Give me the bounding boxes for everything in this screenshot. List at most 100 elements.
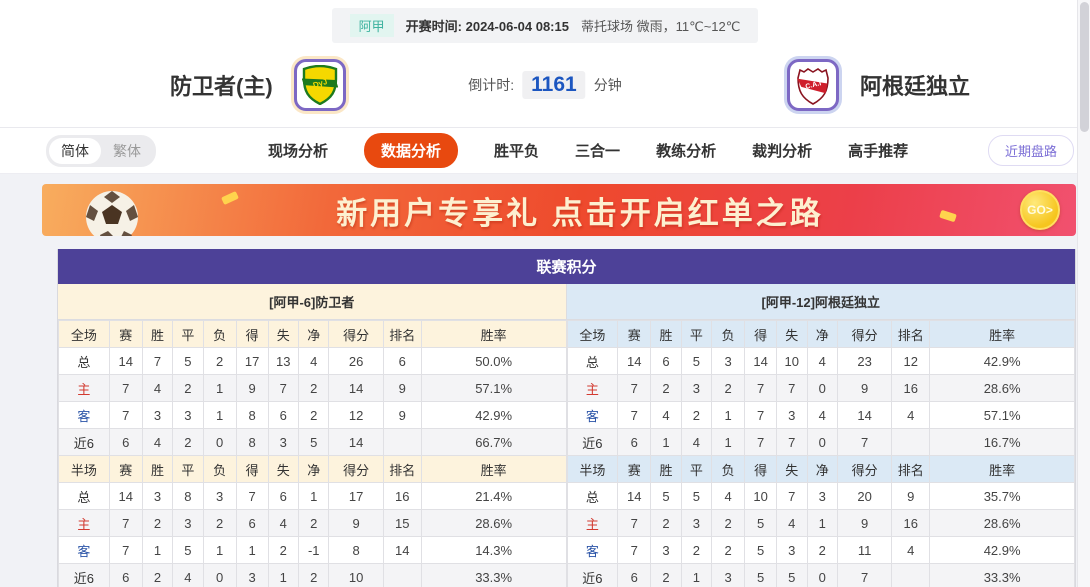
nav-item-link[interactable]: 现场分析 [268, 143, 329, 160]
nav-item-link[interactable]: 三合一 [575, 143, 621, 160]
table-cell: 2 [711, 374, 746, 402]
table-cell: 1 [806, 509, 838, 537]
column-header: 平 [680, 320, 713, 348]
column-header: 净 [297, 320, 330, 348]
table-cell: 8 [172, 482, 204, 510]
table-cell: 3 [235, 563, 269, 587]
table-cell: 3 [202, 482, 237, 510]
table-cell: 42.9% [929, 347, 1075, 375]
table-cell: 4 [806, 401, 838, 429]
table-cell: 9 [235, 374, 269, 402]
table-cell: 7 [617, 536, 652, 564]
column-header: 失 [267, 320, 300, 348]
table-cell: 20 [836, 482, 893, 510]
table-cell: 3 [776, 536, 808, 564]
row-label: 近6 [58, 563, 110, 587]
table-cell: 14 [617, 482, 652, 510]
table-cell: 15 [382, 509, 422, 537]
table-cell [382, 563, 422, 587]
table-cell: 2 [141, 563, 174, 587]
promo-banner[interactable]: 新用户专享礼 点击开启红单之路 GO> [42, 184, 1076, 236]
home-team-name: 防卫者(主) [170, 74, 273, 99]
table-cell: 5 [744, 509, 778, 537]
column-header: 赛 [617, 455, 652, 483]
table-cell: 0 [202, 428, 237, 456]
row-label: 客 [566, 536, 619, 564]
table-cell: 1 [680, 563, 713, 587]
table-cell: 10 [328, 563, 384, 587]
table-cell: 28.6% [420, 509, 567, 537]
table-cell: 2 [202, 347, 237, 375]
column-header: 胜 [141, 320, 174, 348]
table-cell: 3 [141, 401, 174, 429]
table-cell: 4 [650, 401, 682, 429]
table-cell: 28.6% [929, 374, 1075, 402]
table-cell: 5 [776, 563, 808, 587]
team-headers: [阿甲-6]防卫者 [阿甲-12]阿根廷独立 [58, 284, 1075, 320]
table-cell: 10 [744, 482, 778, 510]
go-button[interactable]: GO> [1020, 190, 1060, 230]
table-cell: 4 [297, 347, 330, 375]
column-header: 胜率 [929, 320, 1075, 348]
language-toggle[interactable]: 简体 繁体 [46, 134, 156, 167]
svg-text:DyJ: DyJ [311, 77, 328, 90]
nav-item-link[interactable]: 胜平负 [494, 143, 540, 160]
column-header: 排名 [891, 455, 931, 483]
table-cell: 7 [744, 374, 778, 402]
away-team-name: 阿根廷独立 [859, 74, 970, 99]
table-cell: 4 [711, 482, 746, 510]
table-cell: 2 [172, 428, 204, 456]
table-cell: 1 [711, 428, 746, 456]
table-cell: 7 [836, 563, 893, 587]
table-row: 主 7 4 2 1 9 7 2 14 9 57.1% [58, 374, 567, 402]
column-header: 得 [235, 320, 269, 348]
table-row: 总 14 5 5 4 10 7 3 20 9 35.7% [566, 482, 1075, 510]
table-cell: 2 [711, 536, 746, 564]
table-cell: 7 [776, 482, 808, 510]
table-cell: 11 [836, 536, 893, 564]
column-header: 得 [744, 455, 778, 483]
nav-item-link[interactable]: 教练分析 [656, 143, 717, 160]
table-cell: 8 [235, 428, 269, 456]
table-cell: 1 [202, 401, 237, 429]
match-info-bar: 阿甲 开赛时间: 2024-06-04 08:15 蒂托球场 微雨，11℃~12… [0, 8, 1090, 43]
lang-traditional[interactable]: 繁体 [113, 142, 141, 159]
table-cell: 2 [680, 401, 713, 429]
table-cell: 7 [744, 401, 778, 429]
nav-item-active[interactable]: 数据分析 [364, 133, 459, 168]
table-cell: 7 [108, 374, 143, 402]
away-team: C.A.I 阿根廷独立 [783, 56, 970, 114]
table-cell: 2 [650, 509, 682, 537]
table-cell: 5 [172, 536, 204, 564]
page-scrollbar[interactable] [1077, 0, 1090, 587]
table-row: 主 7 2 3 2 5 4 1 9 16 28.6% [566, 509, 1075, 537]
league-standings-table: 联赛积分 [阿甲-6]防卫者 [阿甲-12]阿根廷独立 全场赛胜平负得失净得分排… [57, 249, 1076, 587]
table-cell: 2 [711, 509, 746, 537]
nav-item-link[interactable]: 裁判分析 [752, 143, 813, 160]
away-table-header: [阿甲-12]阿根廷独立 [566, 284, 1075, 320]
table-cell: 12 [891, 347, 931, 375]
lang-simplified[interactable]: 简体 [49, 137, 101, 164]
home-team-logo: DyJ [290, 56, 349, 114]
top-section: 阿甲 开赛时间: 2024-06-04 08:15 蒂托球场 微雨，11℃~12… [0, 0, 1090, 174]
table-cell: 3 [680, 509, 713, 537]
table-cell: 6 [235, 509, 269, 537]
table-cell: 3 [267, 428, 300, 456]
column-header: 胜 [650, 320, 682, 348]
table-cell: 5 [650, 482, 682, 510]
table-cell: 2 [650, 563, 682, 587]
column-header: 失 [776, 455, 808, 483]
table-cell: 7 [836, 428, 893, 456]
table-cell: 2 [202, 509, 237, 537]
table-cell: 2 [267, 536, 300, 564]
table-cell: 9 [328, 509, 384, 537]
column-header: 赛 [108, 455, 143, 483]
row-label: 客 [58, 401, 110, 429]
table-cell: 5 [680, 482, 713, 510]
nav-item-link[interactable]: 高手推荐 [848, 143, 909, 160]
scrollbar-thumb[interactable] [1080, 2, 1089, 132]
recent-trend-button[interactable]: 近期盘路 [987, 135, 1074, 166]
column-header: 排名 [382, 320, 422, 348]
table-cell: 0 [806, 428, 838, 456]
table-cell: 28.6% [929, 509, 1075, 537]
